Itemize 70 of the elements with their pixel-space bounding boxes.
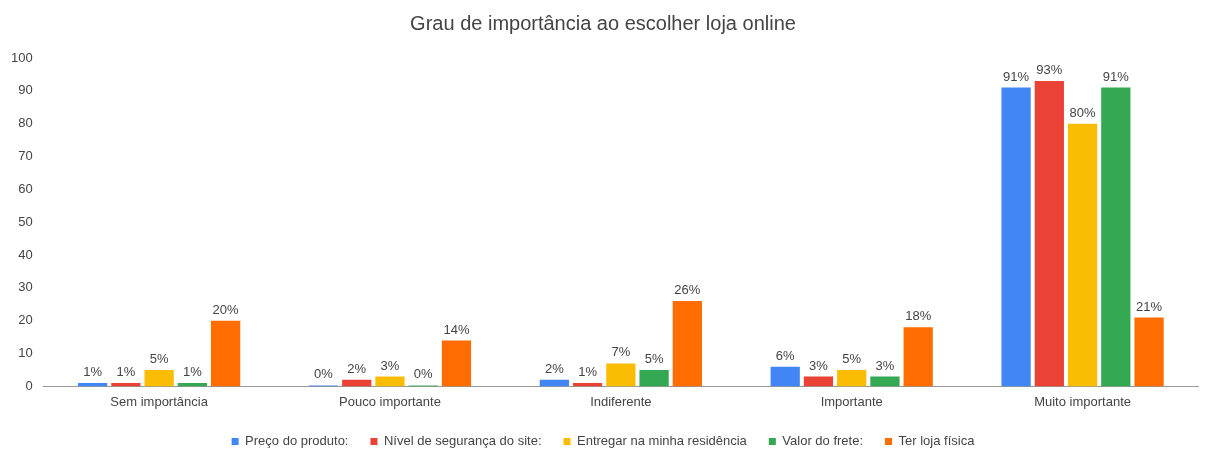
data-label: 3% <box>875 357 895 373</box>
x-tick-label: Pouco importante <box>339 393 441 409</box>
x-tick-label: Indiferente <box>590 393 652 409</box>
data-label: 2% <box>544 360 565 376</box>
bar <box>903 327 933 387</box>
data-label: 26% <box>674 282 701 298</box>
bar <box>672 301 702 387</box>
data-label: 2% <box>347 360 367 376</box>
data-label: 5% <box>644 351 664 367</box>
data-label: 3% <box>809 357 829 373</box>
chart-title: Grau de importância ao escolher loja online <box>410 11 796 34</box>
data-label: 93% <box>1036 62 1063 78</box>
data-label: 18% <box>905 308 932 324</box>
data-label: 0% <box>314 366 334 382</box>
data-label: 5% <box>149 351 169 367</box>
bar <box>78 383 108 387</box>
bar <box>441 340 472 387</box>
bar <box>375 376 405 387</box>
y-tick-label: 90 <box>18 82 33 98</box>
data-label: 1% <box>116 364 136 380</box>
bar <box>144 369 174 387</box>
data-label: 3% <box>380 357 400 373</box>
data-label: 91% <box>1102 68 1130 84</box>
bar <box>1067 123 1098 387</box>
bar <box>803 376 834 387</box>
bar <box>177 383 207 387</box>
y-tick-label: 40 <box>18 246 33 262</box>
y-tick-label: 60 <box>18 180 33 196</box>
bar <box>837 369 867 387</box>
y-tick-label: 10 <box>18 345 33 361</box>
x-tick-label: Sem importância <box>110 393 209 409</box>
data-label: 21% <box>1136 298 1163 314</box>
x-tick-label: Importante <box>820 393 883 409</box>
y-tick-label: 100 <box>10 49 33 65</box>
legend-label: Valor do frete: <box>782 433 864 449</box>
data-label: 7% <box>611 344 631 360</box>
bar <box>639 369 669 387</box>
legend-label: Ter loja física <box>898 433 976 449</box>
y-tick-label: 30 <box>18 279 33 295</box>
bar <box>342 379 372 387</box>
y-tick-label: 20 <box>18 312 33 328</box>
data-label: 6% <box>775 347 796 363</box>
bar <box>1101 87 1131 387</box>
y-tick-label: 50 <box>18 213 33 229</box>
data-label: 14% <box>443 321 470 337</box>
legend-label: Nível de segurança do site: <box>383 433 542 449</box>
data-label: 1% <box>182 364 203 380</box>
bar <box>606 363 636 387</box>
bar <box>1034 80 1064 387</box>
data-label: 1% <box>578 364 598 380</box>
bar <box>111 383 141 387</box>
data-label: 80% <box>1069 104 1097 120</box>
data-label: 20% <box>212 301 240 317</box>
legend-label: Preço do produto: <box>245 433 349 449</box>
data-label: 5% <box>842 351 862 367</box>
bar <box>870 376 900 387</box>
data-label: 0% <box>413 366 434 382</box>
bar <box>210 320 241 387</box>
legend-label: Entregar na minha residência <box>577 433 748 449</box>
bar <box>770 366 800 387</box>
bar <box>572 383 603 387</box>
x-tick-label: Muito importante <box>1034 393 1131 409</box>
data-label: 91% <box>1003 68 1030 84</box>
y-tick-label: 0 <box>25 377 33 393</box>
data-label: 1% <box>83 364 103 380</box>
bar <box>539 379 569 387</box>
bar <box>1001 87 1031 387</box>
bar <box>1134 317 1164 387</box>
y-tick-label: 70 <box>18 148 33 164</box>
y-tick-label: 80 <box>18 115 33 131</box>
